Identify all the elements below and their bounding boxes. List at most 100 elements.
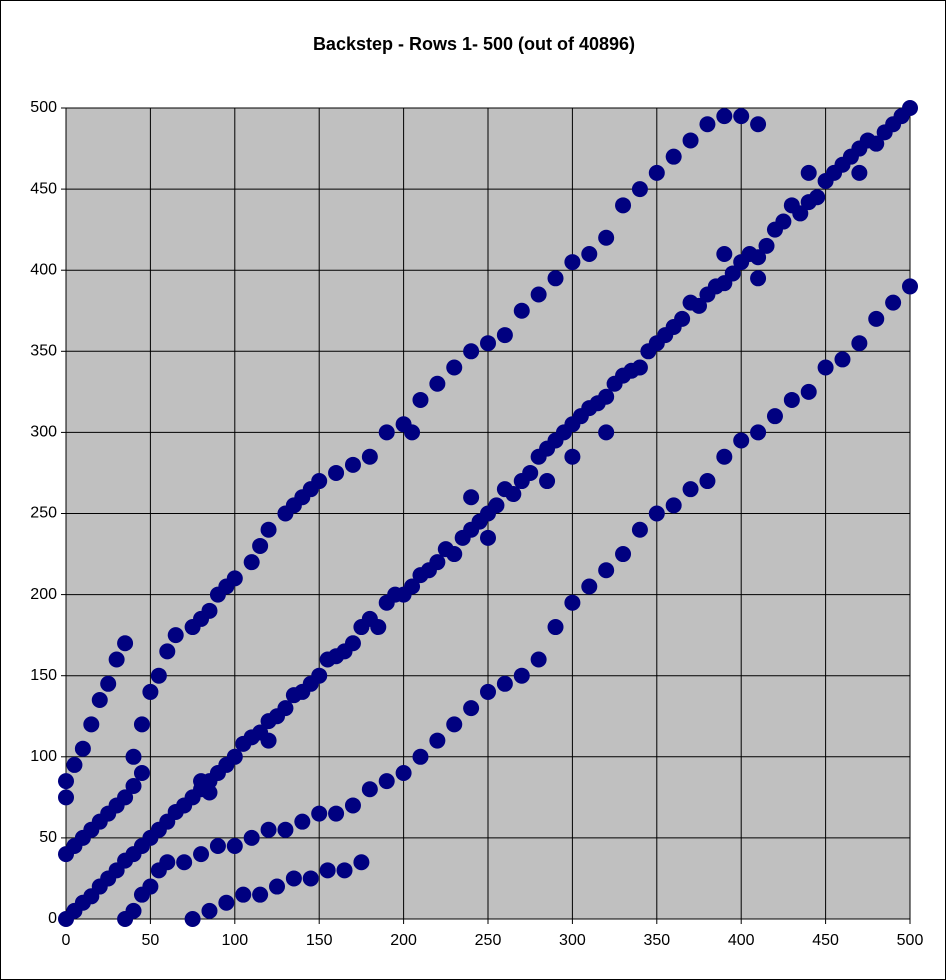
point — [378, 773, 395, 790]
point — [150, 667, 167, 684]
point — [378, 424, 395, 441]
point — [252, 886, 269, 903]
point — [209, 838, 226, 855]
point — [159, 643, 176, 660]
point — [117, 789, 134, 806]
point — [682, 132, 699, 149]
point — [902, 100, 918, 116]
point — [108, 651, 125, 668]
point — [142, 683, 159, 700]
point — [446, 359, 463, 376]
point — [193, 773, 210, 790]
point — [243, 829, 260, 846]
point — [800, 164, 817, 181]
point — [547, 270, 564, 287]
point — [328, 805, 345, 822]
point — [480, 335, 496, 352]
point — [792, 205, 809, 222]
point — [133, 716, 150, 733]
point — [344, 456, 361, 473]
point — [429, 732, 446, 749]
point — [125, 902, 142, 919]
point — [699, 116, 716, 133]
point — [328, 464, 345, 481]
point — [733, 108, 750, 125]
point — [648, 505, 665, 522]
chart-title: Backstep - Rows 1- 500 (out of 40896) — [313, 34, 635, 54]
point — [539, 473, 556, 490]
point — [201, 784, 218, 801]
point — [100, 675, 117, 692]
point — [159, 854, 176, 871]
point — [404, 578, 421, 595]
point — [783, 391, 800, 408]
point — [834, 351, 851, 368]
point — [218, 894, 235, 911]
point — [429, 554, 446, 571]
point — [665, 497, 682, 514]
point — [361, 448, 378, 465]
point — [716, 108, 733, 125]
x-tick-label: 50 — [142, 932, 160, 949]
x-tick-label: 300 — [559, 932, 586, 949]
point — [66, 756, 83, 773]
point — [201, 902, 218, 919]
point — [750, 116, 767, 133]
point — [201, 602, 218, 619]
point — [243, 554, 260, 571]
point — [809, 189, 826, 206]
point — [285, 870, 302, 887]
point — [522, 464, 539, 481]
point — [530, 651, 547, 668]
point — [361, 781, 378, 798]
point — [530, 286, 547, 303]
point — [235, 886, 252, 903]
point — [83, 716, 100, 733]
point — [648, 164, 665, 181]
point — [125, 748, 142, 765]
point — [488, 497, 505, 514]
point — [716, 245, 733, 262]
point — [319, 862, 336, 879]
point — [564, 448, 581, 465]
point — [750, 249, 767, 266]
x-tick-label: 100 — [221, 932, 248, 949]
point — [480, 529, 496, 546]
x-tick-label: 450 — [812, 932, 839, 949]
point — [674, 310, 691, 327]
x-tick-label: 500 — [897, 932, 924, 949]
y-tick-label: 350 — [30, 343, 57, 360]
point — [631, 359, 648, 376]
point — [564, 254, 581, 271]
y-tick-label: 100 — [30, 748, 57, 765]
point — [598, 562, 615, 579]
y-tick-label: 50 — [39, 829, 57, 846]
point — [750, 424, 767, 441]
point — [395, 765, 412, 782]
point — [260, 821, 277, 838]
point — [260, 521, 277, 538]
point — [733, 432, 750, 449]
point — [750, 270, 767, 287]
point — [176, 854, 193, 871]
point — [184, 911, 201, 927]
point — [125, 777, 142, 794]
point — [429, 375, 446, 392]
point — [167, 627, 184, 644]
point — [631, 521, 648, 538]
point — [868, 135, 885, 152]
point — [817, 359, 834, 376]
point — [370, 619, 387, 636]
point — [480, 683, 496, 700]
x-tick-label: 400 — [728, 932, 755, 949]
point — [463, 489, 480, 506]
point — [699, 473, 716, 490]
point — [269, 878, 285, 895]
point — [513, 302, 530, 319]
point — [868, 310, 885, 327]
point — [775, 213, 792, 230]
point — [547, 619, 564, 636]
point — [505, 486, 522, 503]
point — [226, 570, 243, 587]
